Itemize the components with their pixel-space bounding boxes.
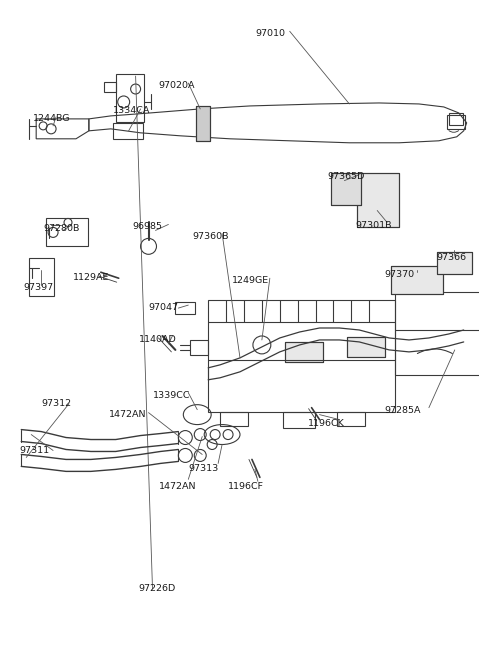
Bar <box>175 302 195 314</box>
Text: 1472AN: 1472AN <box>158 482 196 491</box>
Text: 97370: 97370 <box>384 270 414 279</box>
Bar <box>208 300 395 411</box>
Text: 97020A: 97020A <box>158 81 195 90</box>
Bar <box>447 115 465 129</box>
Text: 1249GE: 1249GE <box>232 276 269 285</box>
Text: 97360B: 97360B <box>192 232 229 241</box>
Text: 97047: 97047 <box>148 303 179 312</box>
Bar <box>196 106 210 141</box>
Text: 1472AN: 1472AN <box>109 410 146 419</box>
Bar <box>437 252 472 274</box>
Bar <box>220 411 248 426</box>
Bar <box>332 173 361 204</box>
Text: 97313: 97313 <box>188 464 218 473</box>
Text: 1129AE: 1129AE <box>73 272 109 282</box>
Text: 97010: 97010 <box>255 29 285 38</box>
Bar <box>46 219 88 246</box>
Bar <box>29 258 54 296</box>
Text: 1140AD: 1140AD <box>139 335 176 345</box>
Text: 97280B: 97280B <box>43 224 80 233</box>
Text: 97285A: 97285A <box>384 406 420 415</box>
Text: 97311: 97311 <box>19 446 49 455</box>
Bar <box>285 342 323 362</box>
Text: 1196CF: 1196CF <box>228 482 264 491</box>
Text: 1334CA: 1334CA <box>113 106 150 115</box>
Text: 1196CK: 1196CK <box>308 419 344 428</box>
Bar <box>348 337 385 357</box>
Text: 97226D: 97226D <box>139 584 176 593</box>
Bar <box>196 106 210 141</box>
Text: 97312: 97312 <box>41 399 72 408</box>
Text: 97365D: 97365D <box>327 172 365 181</box>
Bar <box>113 123 143 139</box>
Bar <box>285 342 323 362</box>
Bar <box>332 173 361 204</box>
Bar <box>391 267 443 294</box>
Bar <box>357 173 399 227</box>
Bar <box>337 411 365 426</box>
Bar <box>348 337 385 357</box>
Bar <box>283 411 314 428</box>
Text: 97366: 97366 <box>437 253 467 262</box>
Bar <box>357 173 399 227</box>
Text: 1244BG: 1244BG <box>33 115 71 123</box>
Text: 1339CC: 1339CC <box>153 391 190 400</box>
Text: 97397: 97397 <box>23 283 53 291</box>
Bar <box>391 267 443 294</box>
Text: 97301B: 97301B <box>355 221 392 230</box>
Bar <box>449 113 463 125</box>
Bar <box>437 252 472 274</box>
Text: 96985: 96985 <box>132 222 163 231</box>
